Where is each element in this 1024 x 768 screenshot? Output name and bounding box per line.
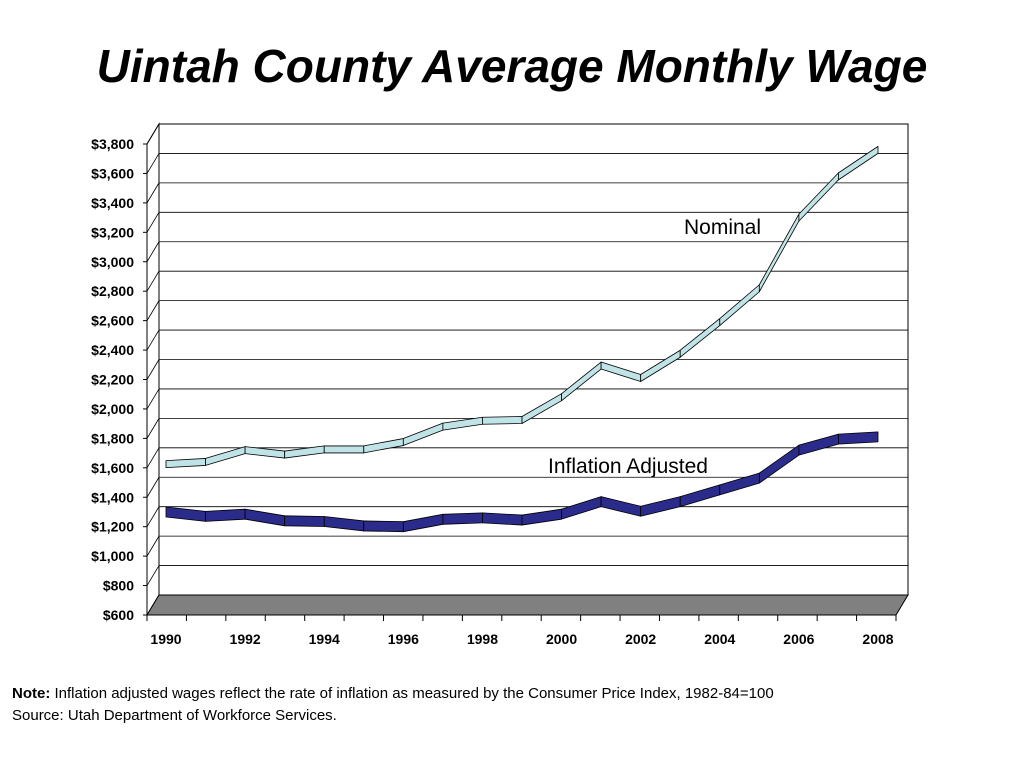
gridline-side bbox=[146, 182, 160, 204]
y-tick-label: $1,000 bbox=[91, 548, 134, 564]
y-tick-label: $2,800 bbox=[91, 283, 134, 299]
y-tick-label: $3,400 bbox=[91, 195, 134, 211]
y-tick-label: $1,600 bbox=[91, 460, 134, 476]
gridline-side bbox=[146, 329, 160, 351]
y-axis-ticks: $600 $800 $1,000 $1,200 $1,400 $1,600 $1,800 $2… bbox=[91, 136, 148, 623]
gridline-side bbox=[146, 506, 160, 527]
gridline-side bbox=[146, 270, 160, 292]
gridline-side bbox=[146, 300, 160, 321]
x-tick-label: 2006 bbox=[783, 631, 814, 647]
x-tick-label: 2004 bbox=[704, 631, 735, 647]
x-tick-label: 2000 bbox=[546, 631, 577, 647]
chart-note: Note: Inflation adjusted wages reflect t… bbox=[12, 683, 1012, 727]
y-tick-label: $2,200 bbox=[91, 372, 134, 388]
line-chart: $600 $800 $1,000 $1,200 $1,400 $1,600 $1,800 $2… bbox=[91, 122, 909, 647]
x-tick-label: 2008 bbox=[862, 631, 893, 647]
y-tick-label: $1,200 bbox=[91, 519, 134, 535]
gridline-side bbox=[146, 123, 160, 145]
ribbon-segment bbox=[205, 508, 246, 522]
ribbon-segment bbox=[323, 445, 365, 454]
y-tick-label: $2,000 bbox=[91, 401, 134, 417]
x-tick-label: 1994 bbox=[309, 631, 340, 647]
y-tick-label: $3,600 bbox=[91, 165, 134, 181]
y-tick-label: $800 bbox=[103, 578, 134, 594]
ribbon-segment bbox=[482, 416, 523, 425]
gridline-side bbox=[146, 565, 160, 586]
chart-title: Uintah County Average Monthly Wage bbox=[96, 40, 928, 92]
x-tick-label: 2002 bbox=[625, 631, 656, 647]
gridline-side bbox=[146, 359, 160, 380]
y-tick-label: $1,400 bbox=[91, 489, 134, 505]
note-text: Inflation adjusted wages reflect the rat… bbox=[50, 685, 774, 702]
gridline-side bbox=[146, 535, 160, 557]
y-tick-label: $3,800 bbox=[91, 136, 134, 152]
series-inflation-adjusted bbox=[165, 431, 879, 533]
source-text: Source: Utah Department of Workforce Ser… bbox=[12, 707, 337, 724]
nominal-series-label: Nominal bbox=[684, 216, 761, 239]
inflation-series-label: Inflation Adjusted bbox=[548, 455, 708, 478]
ribbon-segment bbox=[838, 145, 879, 181]
series-group bbox=[165, 145, 879, 533]
x-tick-label: 1996 bbox=[388, 631, 419, 647]
chart-floor bbox=[146, 594, 909, 616]
x-tick-label: 1992 bbox=[230, 631, 261, 647]
ribbon-segment bbox=[838, 431, 879, 445]
ribbon-segment bbox=[442, 512, 483, 525]
y-tick-label: $600 bbox=[103, 607, 134, 623]
floor-top bbox=[146, 594, 909, 616]
gridline-side bbox=[146, 447, 160, 469]
gridline-side bbox=[146, 153, 160, 174]
y-tick-label: $2,600 bbox=[91, 313, 134, 329]
y-tick-label: $1,800 bbox=[91, 430, 134, 446]
x-tick-label: 1990 bbox=[150, 631, 181, 647]
gridline-side bbox=[146, 477, 160, 498]
series-nominal bbox=[165, 145, 879, 469]
gridline-side bbox=[146, 418, 160, 439]
grid-lines bbox=[146, 123, 908, 586]
ribbon-segment bbox=[284, 515, 325, 527]
gridline-side bbox=[146, 212, 160, 233]
ribbon-segment bbox=[363, 520, 404, 533]
y-tick-label: $2,400 bbox=[91, 342, 134, 358]
note-label: Note: bbox=[12, 685, 51, 702]
x-axis-ticks: 1990 1992 1994 1996 1998 2000 2002 2004 2006 2008 bbox=[146, 615, 897, 647]
gridline-side bbox=[146, 388, 160, 410]
ribbon-segment bbox=[482, 512, 523, 526]
chart-walls bbox=[146, 122, 909, 617]
gridline-side bbox=[146, 241, 160, 262]
x-tick-label: 1998 bbox=[467, 631, 498, 647]
y-tick-label: $3,200 bbox=[91, 224, 134, 240]
y-tick-label: $3,000 bbox=[91, 254, 134, 270]
